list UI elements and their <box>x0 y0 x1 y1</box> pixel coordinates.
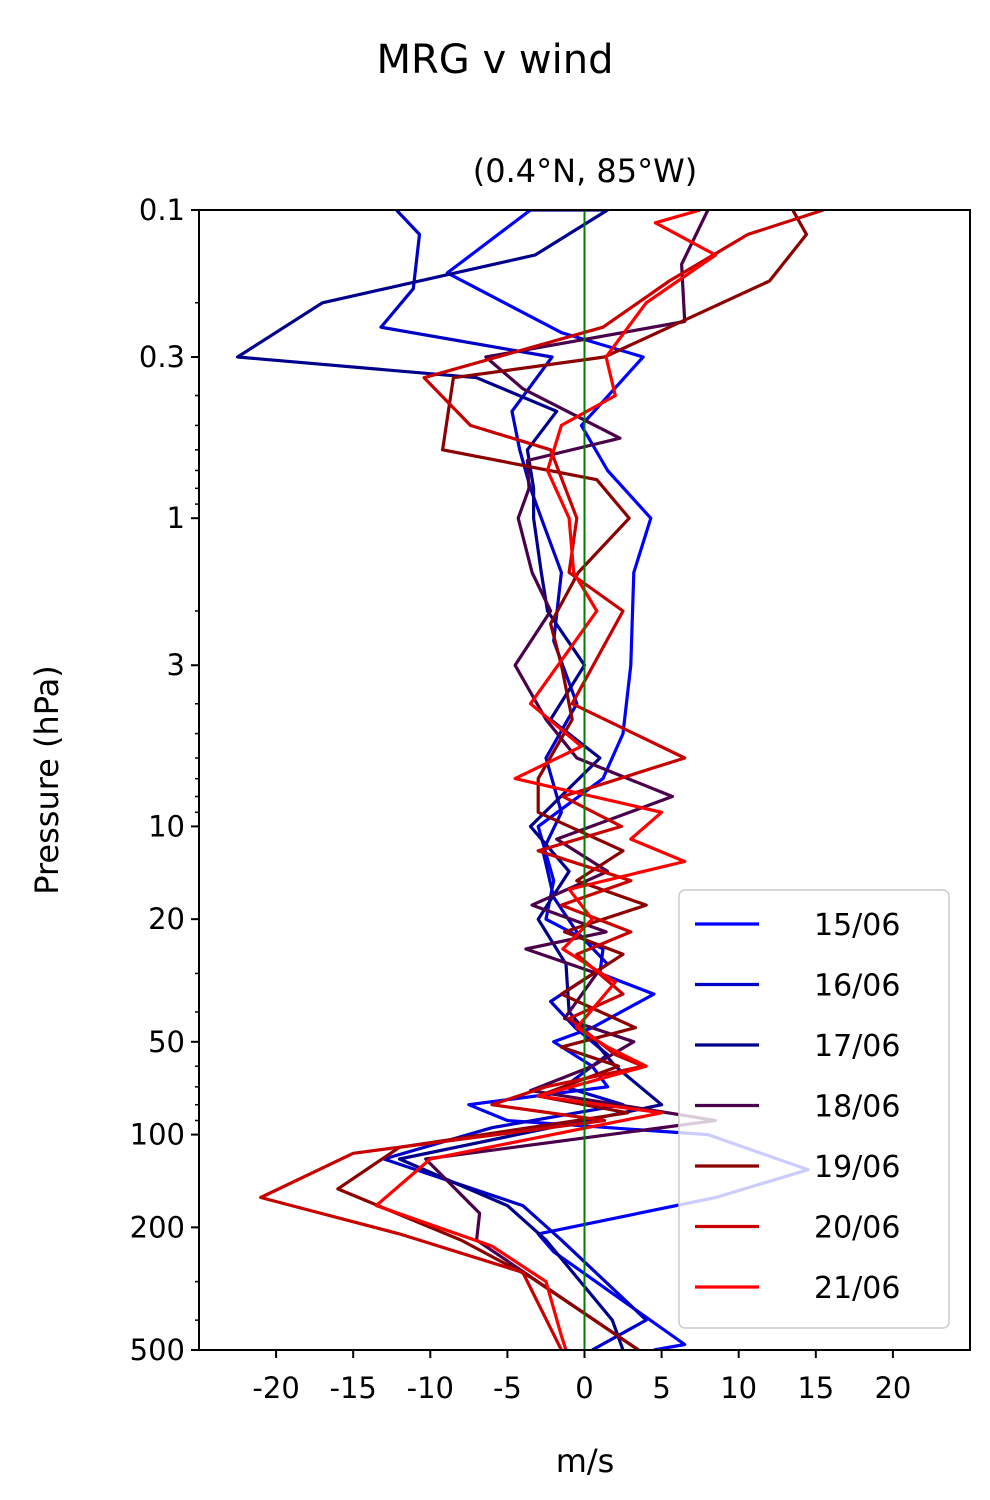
y-tick-label: 200 <box>130 1210 185 1244</box>
x-tick-label: -15 <box>330 1371 377 1405</box>
series-line-6 <box>259 210 824 1350</box>
legend-label: 16/06 <box>814 969 900 1004</box>
legend-label: 15/06 <box>814 908 900 943</box>
x-tick-label: -20 <box>252 1371 299 1405</box>
y-tick-label: 20 <box>148 902 185 936</box>
x-tick-label: -10 <box>407 1371 454 1405</box>
x-tick-label: 15 <box>797 1371 834 1405</box>
y-tick-label: 3 <box>167 648 185 682</box>
y-tick-label: 0.3 <box>139 340 185 374</box>
y-tick-label: 500 <box>130 1333 185 1367</box>
x-tick-label: 5 <box>652 1371 670 1405</box>
x-tick-label: -5 <box>493 1371 522 1405</box>
legend-label: 19/06 <box>814 1150 900 1185</box>
y-tick-label: 100 <box>130 1118 185 1152</box>
x-tick-label: 0 <box>575 1371 593 1405</box>
chart-subtitle: (0.4°N, 85°W) <box>473 152 698 190</box>
y-tick-label: 0.1 <box>139 193 185 227</box>
series-layer <box>236 210 824 1350</box>
y-tick-label: 10 <box>148 809 185 843</box>
legend-label: 21/06 <box>814 1271 900 1306</box>
x-tick-label: 10 <box>720 1371 757 1405</box>
y-tick-label: 50 <box>148 1025 185 1059</box>
series-line-7 <box>374 210 718 1350</box>
legend-label: 18/06 <box>814 1090 900 1125</box>
legend-label: 20/06 <box>814 1211 900 1246</box>
y-axis-label: Pressure (hPa) <box>28 665 66 895</box>
legend-box <box>678 889 950 1329</box>
y-tick-label: 1 <box>167 501 185 535</box>
x-axis-label: m/s <box>556 1442 615 1480</box>
x-tick-label: 20 <box>874 1371 911 1405</box>
series-line-4 <box>424 210 718 1350</box>
legend: 15/06 16/06 17/06 18/06 19/06 20/06 21/06 <box>678 889 950 1329</box>
axes-layer: -20 -15 -10 -5 0 5 10 15 20 0.1 0.3 1 3 10 20 50 100 200 5… <box>130 193 912 1405</box>
chart-title: MRG v wind <box>377 37 614 83</box>
legend-label: 17/06 <box>814 1029 900 1064</box>
